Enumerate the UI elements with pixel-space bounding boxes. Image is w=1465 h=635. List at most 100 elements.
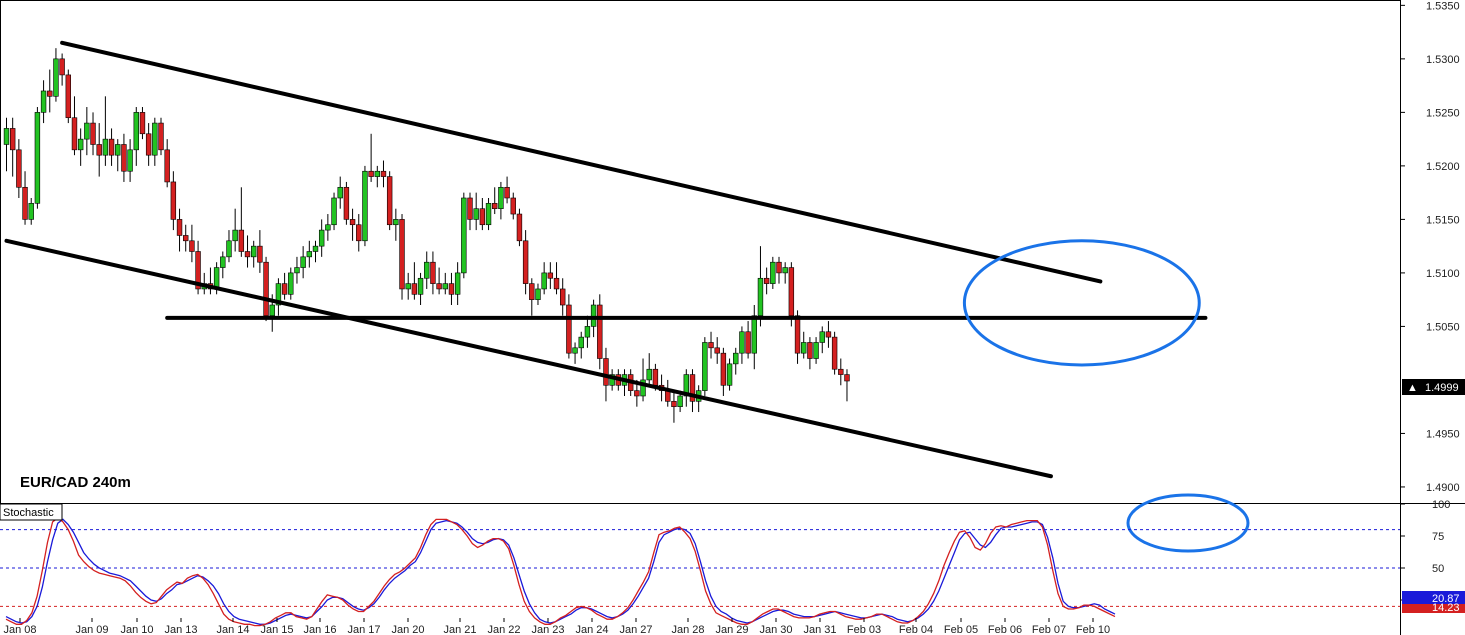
price-tick-label: 1.5250	[1426, 107, 1460, 119]
candle	[77, 128, 84, 166]
candle	[393, 208, 399, 241]
candle	[294, 256, 300, 284]
candle-body	[96, 144, 102, 156]
candle-body	[108, 138, 115, 156]
candle	[399, 214, 405, 300]
candle-body	[788, 267, 795, 317]
candle-body	[609, 374, 615, 386]
stoch-k-line	[5, 518, 1116, 625]
candle-body	[238, 229, 245, 252]
candle-body	[417, 277, 424, 295]
candle-body	[220, 256, 226, 268]
candle	[34, 107, 41, 209]
candle-body	[652, 368, 659, 386]
candle	[108, 128, 115, 166]
candle-body	[739, 331, 745, 354]
price-tick-label: 1.5150	[1426, 214, 1460, 226]
candle	[102, 96, 109, 166]
chart-title: EUR/CAD 240m	[20, 474, 131, 491]
candle	[776, 256, 782, 284]
candle	[498, 181, 504, 220]
candle	[368, 133, 374, 182]
breakout-highlight-ellipse	[962, 239, 1201, 367]
candle-body	[183, 235, 189, 242]
candle	[770, 256, 776, 289]
stoch-d-value: 14.23	[1432, 602, 1460, 614]
candle	[819, 326, 825, 354]
candle	[158, 117, 164, 156]
candle-body	[3, 128, 10, 145]
time-tick-label: Jan 30	[759, 624, 792, 635]
candle	[183, 224, 189, 252]
candle	[281, 272, 288, 300]
candle	[417, 272, 424, 306]
stochastic-highlight-ellipse	[1126, 493, 1250, 553]
candle	[683, 369, 690, 407]
candle	[831, 331, 838, 375]
candle	[84, 107, 90, 156]
candle	[516, 208, 523, 247]
candle	[739, 326, 745, 364]
candle	[751, 305, 757, 370]
candle	[844, 369, 850, 402]
candle	[176, 208, 183, 252]
indicator-label: Stochastic	[3, 507, 54, 519]
time-tick-label: Feb 04	[899, 624, 933, 635]
candle	[251, 240, 257, 268]
candle	[263, 256, 269, 322]
candle-body	[794, 315, 801, 354]
candle-body	[244, 251, 251, 258]
candle	[22, 171, 28, 225]
candle	[121, 133, 127, 182]
candle-body	[152, 122, 158, 156]
candle	[640, 358, 646, 402]
candle-body	[90, 122, 96, 145]
candle	[578, 331, 584, 359]
candle	[609, 369, 615, 391]
candle-body	[59, 58, 65, 76]
candle	[763, 267, 770, 295]
candle-body	[158, 122, 164, 151]
candle	[436, 267, 442, 295]
candle	[745, 321, 751, 359]
candle-body	[28, 203, 34, 220]
candle	[9, 117, 16, 177]
candle-body	[813, 342, 819, 359]
candle	[714, 337, 720, 364]
price-tick-label: 1.5050	[1426, 321, 1460, 333]
candle	[547, 262, 554, 289]
candle	[473, 192, 479, 231]
candle-body	[590, 304, 597, 327]
candle	[232, 208, 238, 252]
current-price-tag: ▲ 1.4999	[1402, 379, 1465, 395]
candle-body	[782, 267, 788, 274]
candle-body	[164, 149, 170, 183]
candle-body	[300, 256, 306, 268]
candle	[559, 278, 566, 316]
time-axis: Jan 08 Jan 09 Jan 10 Jan 13 Jan 14 Jan 15 Jan …	[3, 618, 1110, 635]
stoch-d-line	[5, 517, 1116, 627]
candle-body	[84, 122, 90, 140]
time-tick-label: Feb 07	[1032, 624, 1066, 635]
time-tick-label: Jan 09	[75, 624, 108, 635]
candle	[312, 240, 319, 263]
candle-body	[510, 197, 516, 215]
candle-body	[541, 272, 547, 290]
candle	[510, 192, 516, 220]
time-tick-label: Jan 23	[531, 624, 564, 635]
candle-body	[380, 170, 387, 177]
candle-body	[306, 251, 313, 258]
time-tick-label: Jan 21	[443, 624, 476, 635]
candle-body	[640, 379, 646, 397]
candle	[152, 117, 158, 166]
candle-body	[671, 401, 677, 407]
time-tick-label: Jan 20	[391, 624, 424, 635]
candle-body	[349, 219, 356, 226]
candle	[47, 69, 53, 113]
candle	[541, 262, 547, 295]
candle-body	[485, 203, 492, 226]
candle	[71, 96, 78, 156]
candle	[380, 160, 387, 188]
candle-body	[362, 170, 368, 242]
candle	[362, 165, 368, 247]
